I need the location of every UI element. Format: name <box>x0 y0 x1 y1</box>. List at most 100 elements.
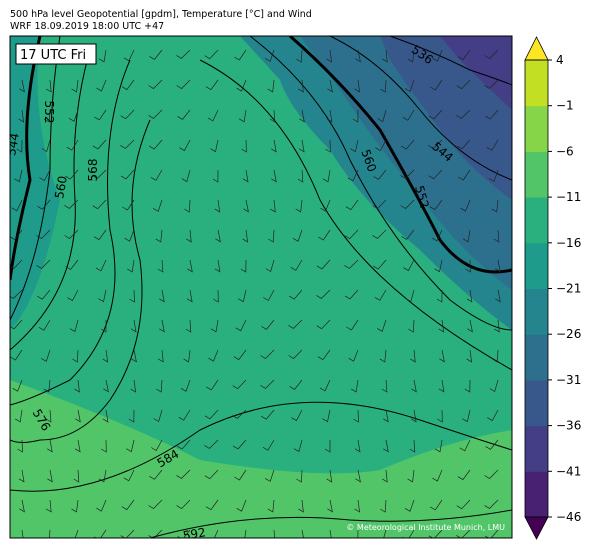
wind-barb <box>181 169 191 183</box>
wind-barb <box>271 139 277 153</box>
wind-barb <box>344 259 359 269</box>
wind-barb <box>240 259 247 273</box>
wind-barb <box>19 499 25 513</box>
wind-barb <box>288 319 303 329</box>
wind-barb <box>120 139 135 149</box>
wind-barb <box>495 289 501 303</box>
wind-barb <box>96 79 107 92</box>
wind-barb <box>462 229 471 243</box>
colorbar-band <box>525 379 548 427</box>
wind-barb <box>101 439 107 453</box>
wind-barb <box>153 409 163 423</box>
contour-label: 592 <box>182 525 207 543</box>
colorbar-tick-label: −31 <box>556 373 581 387</box>
wind-barb <box>350 139 359 153</box>
wind-barb <box>187 259 193 273</box>
wind-barb <box>176 469 191 479</box>
colorbar-tick-label: 4 <box>556 53 564 67</box>
time-box <box>15 43 97 65</box>
wind-barb <box>354 439 361 453</box>
wind-barb <box>354 499 361 513</box>
wind-barb <box>428 139 443 149</box>
wind-barb <box>411 379 417 393</box>
wind-barb <box>120 169 135 180</box>
wind-barb <box>234 49 247 61</box>
wind-barb <box>319 379 331 392</box>
wind-barb <box>236 79 247 92</box>
temp-region <box>10 380 512 538</box>
wind-barb <box>271 169 277 183</box>
wind-barb <box>149 49 163 60</box>
wind-barb <box>184 199 191 213</box>
wind-barb <box>298 79 304 93</box>
wind-barb <box>462 409 471 423</box>
wind-barb <box>432 469 443 482</box>
wind-barb <box>183 349 191 363</box>
wind-barb <box>466 349 473 363</box>
wind-barb <box>241 139 247 153</box>
wind-barb <box>491 199 499 213</box>
wind-barb <box>208 349 219 362</box>
subtitle: WRF 18.09.2019 18:00 UTC +47 <box>10 21 164 32</box>
wind-barb <box>176 439 191 450</box>
wind-barb <box>261 319 275 330</box>
wind-barb <box>129 289 135 303</box>
wind-barb <box>12 379 23 392</box>
wind-barb <box>235 319 247 332</box>
wind-barb <box>437 409 443 423</box>
wind-barb <box>73 469 80 483</box>
wind-barb <box>350 379 359 393</box>
wind-barb <box>157 259 164 273</box>
wind-barb <box>179 139 191 152</box>
wind-barb <box>296 469 303 483</box>
wind-barb <box>373 169 387 180</box>
wind-barb <box>177 109 191 120</box>
colorbar-tick-label: −6 <box>556 144 574 158</box>
wind-barb <box>123 49 135 62</box>
wind-barb <box>460 199 471 212</box>
wind-barb <box>67 289 79 302</box>
wind-barb <box>69 319 79 333</box>
wind-barb <box>124 229 135 242</box>
wind-barb <box>402 529 415 538</box>
colorbar-band <box>525 151 548 198</box>
map-frame <box>9 35 513 539</box>
wind-barb <box>212 169 219 183</box>
wind-barb <box>232 379 247 390</box>
wind-barb <box>18 469 25 483</box>
wind-barb <box>233 349 247 361</box>
title: 500 hPa level Geopotential [gpdm], Tempe… <box>10 9 312 20</box>
wind-barb <box>434 439 443 453</box>
wind-barb <box>232 439 247 450</box>
wind-barb <box>186 289 193 303</box>
wind-barb <box>353 409 359 423</box>
wind-barb <box>329 529 332 538</box>
wind-barb <box>322 409 331 423</box>
wind-barb <box>401 139 415 150</box>
wind-barb <box>103 379 109 393</box>
colorbar-over <box>524 36 549 61</box>
wind-barb <box>288 349 303 359</box>
wind-barb <box>128 409 135 423</box>
wind-barb <box>268 229 275 243</box>
wind-barb <box>485 439 499 450</box>
wind-barb <box>439 349 445 363</box>
wind-barb <box>69 529 79 538</box>
wind-barb <box>456 139 471 150</box>
wind-barb <box>327 79 333 93</box>
wind-barb <box>14 169 23 183</box>
wind-barb <box>408 319 415 333</box>
wind-barb <box>404 79 415 92</box>
wind-barb <box>484 469 499 479</box>
wind-barb <box>456 529 471 538</box>
wind-barb <box>488 169 499 182</box>
wind-barb <box>459 439 471 452</box>
wind-barb <box>150 169 163 181</box>
wind-barb <box>204 409 219 420</box>
wind-barb <box>64 229 79 239</box>
wind-barb <box>121 79 135 91</box>
wind-barb <box>486 139 499 151</box>
wind-barb <box>464 379 471 393</box>
colorbar-band <box>525 197 548 244</box>
wind-barb <box>289 289 303 300</box>
